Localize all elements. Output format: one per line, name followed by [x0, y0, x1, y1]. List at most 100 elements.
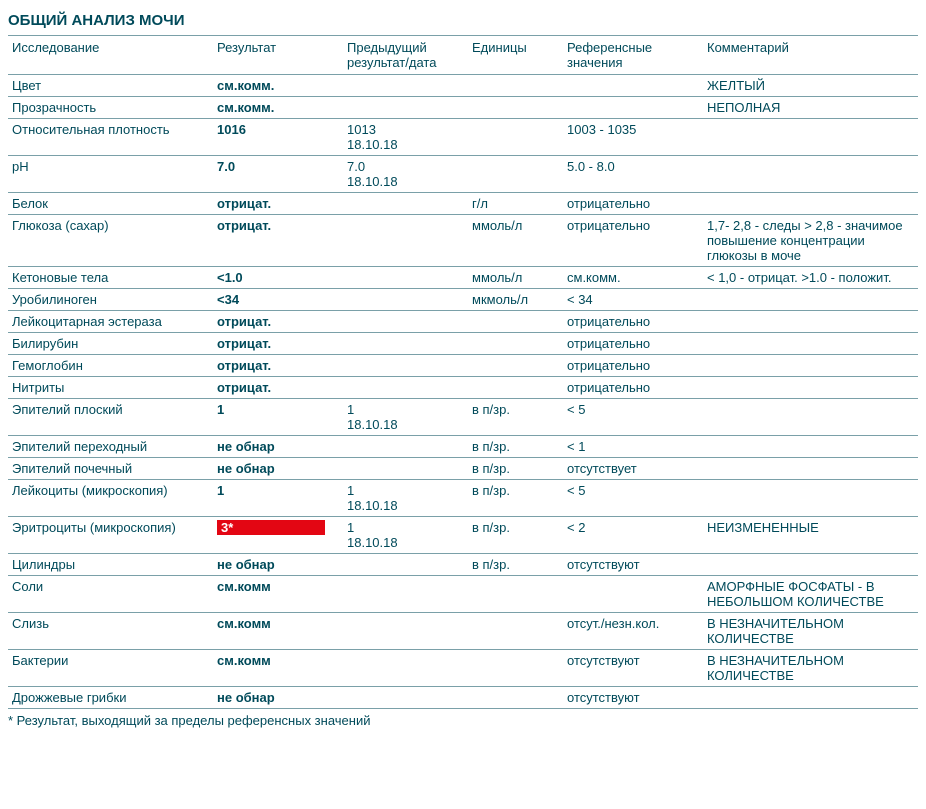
- result-value: не обнар: [217, 461, 275, 476]
- cell-comment: В НЕЗНАЧИТЕЛЬНОМ КОЛИЧЕСТВЕ: [703, 650, 918, 687]
- cell-result: не обнар: [213, 436, 343, 458]
- cell-result: отрицат.: [213, 311, 343, 333]
- table-header-row: Исследование Результат Предыдущий резуль…: [8, 36, 918, 75]
- table-row: Гемоглобинотрицат.отрицательно: [8, 355, 918, 377]
- cell-prev: [343, 650, 468, 687]
- cell-comment: [703, 458, 918, 480]
- cell-prev: 118.10.18: [343, 517, 468, 554]
- cell-comment: < 1,0 - отрицат. >1.0 - положит.: [703, 267, 918, 289]
- cell-comment: [703, 687, 918, 709]
- cell-test-name: Дрожжевые грибки: [8, 687, 213, 709]
- cell-prev: 118.10.18: [343, 399, 468, 436]
- cell-prev: [343, 613, 468, 650]
- cell-comment: ЖЕЛТЫЙ: [703, 75, 918, 97]
- table-row: Бактериисм.коммотсутствуютВ НЕЗНАЧИТЕЛЬН…: [8, 650, 918, 687]
- cell-test-name: Прозрачность: [8, 97, 213, 119]
- cell-prev: [343, 576, 468, 613]
- cell-prev: [343, 436, 468, 458]
- cell-result: см.комм: [213, 613, 343, 650]
- result-value: см.комм: [217, 653, 271, 668]
- cell-prev: [343, 97, 468, 119]
- result-value: отрицат.: [217, 196, 271, 211]
- cell-ref: < 1: [563, 436, 703, 458]
- cell-result: не обнар: [213, 554, 343, 576]
- col-ref: Референсные значения: [563, 36, 703, 75]
- cell-test-name: Эпителий переходный: [8, 436, 213, 458]
- footnote: * Результат, выходящий за пределы рефере…: [8, 709, 918, 728]
- cell-comment: В НЕЗНАЧИТЕЛЬНОМ КОЛИЧЕСТВЕ: [703, 613, 918, 650]
- cell-comment: [703, 193, 918, 215]
- cell-test-name: Слизь: [8, 613, 213, 650]
- cell-units: [468, 355, 563, 377]
- cell-units: [468, 576, 563, 613]
- result-value: отрицат.: [217, 218, 271, 233]
- table-row: Нитритыотрицат.отрицательно: [8, 377, 918, 399]
- cell-result: отрицат.: [213, 215, 343, 267]
- result-value: см.комм: [217, 616, 271, 631]
- cell-result: см.комм: [213, 650, 343, 687]
- cell-ref: отсутствуют: [563, 687, 703, 709]
- prev-date: 18.10.18: [347, 174, 462, 189]
- cell-prev: [343, 355, 468, 377]
- table-row: Прозрачностьсм.комм.НЕПОЛНАЯ: [8, 97, 918, 119]
- table-row: Цилиндрыне обнарв п/зр.отсутствуют: [8, 554, 918, 576]
- cell-comment: [703, 289, 918, 311]
- cell-units: [468, 119, 563, 156]
- cell-units: г/л: [468, 193, 563, 215]
- cell-result: не обнар: [213, 687, 343, 709]
- table-row: Лейкоциты (микроскопия)1118.10.18в п/зр.…: [8, 480, 918, 517]
- result-value: отрицат.: [217, 336, 271, 351]
- col-units: Единицы: [468, 36, 563, 75]
- cell-result: 1: [213, 480, 343, 517]
- prev-value: 7.0: [347, 159, 462, 174]
- cell-ref: отрицательно: [563, 355, 703, 377]
- cell-prev: [343, 458, 468, 480]
- result-value: <1.0: [217, 270, 243, 285]
- cell-comment: АМОРФНЫЕ ФОСФАТЫ - В НЕБОЛЬШОМ КОЛИЧЕСТВ…: [703, 576, 918, 613]
- cell-test-name: Лейкоциты (микроскопия): [8, 480, 213, 517]
- cell-ref: отрицательно: [563, 377, 703, 399]
- col-prev: Предыдущий результат/дата: [343, 36, 468, 75]
- result-value: отрицат.: [217, 314, 271, 329]
- cell-units: [468, 613, 563, 650]
- cell-prev: [343, 554, 468, 576]
- cell-comment: 1,7- 2,8 - следы > 2,8 - значимое повыше…: [703, 215, 918, 267]
- cell-ref: 1003 - 1035: [563, 119, 703, 156]
- table-row: Относительная плотность1016101318.10.181…: [8, 119, 918, 156]
- cell-result: отрицат.: [213, 355, 343, 377]
- cell-test-name: Соли: [8, 576, 213, 613]
- cell-test-name: Лейкоцитарная эстераза: [8, 311, 213, 333]
- cell-ref: [563, 576, 703, 613]
- cell-units: [468, 333, 563, 355]
- prev-date: 18.10.18: [347, 137, 462, 152]
- cell-comment: [703, 480, 918, 517]
- cell-ref: [563, 75, 703, 97]
- table-row: Лейкоцитарная эстеразаотрицат.отрицатель…: [8, 311, 918, 333]
- cell-comment: [703, 355, 918, 377]
- cell-units: ммоль/л: [468, 215, 563, 267]
- cell-prev: 118.10.18: [343, 480, 468, 517]
- cell-ref: < 2: [563, 517, 703, 554]
- cell-comment: [703, 311, 918, 333]
- cell-prev: [343, 333, 468, 355]
- result-value: <34: [217, 292, 239, 307]
- table-row: Солисм.коммАМОРФНЫЕ ФОСФАТЫ - В НЕБОЛЬШО…: [8, 576, 918, 613]
- table-row: Белокотрицат.г/лотрицательно: [8, 193, 918, 215]
- cell-comment: НЕИЗМЕНЕННЫЕ: [703, 517, 918, 554]
- cell-comment: [703, 119, 918, 156]
- cell-comment: [703, 377, 918, 399]
- cell-ref: < 34: [563, 289, 703, 311]
- cell-units: мкмоль/л: [468, 289, 563, 311]
- cell-units: в п/зр.: [468, 554, 563, 576]
- cell-comment: [703, 399, 918, 436]
- cell-test-name: Бактерии: [8, 650, 213, 687]
- cell-ref: отсутствуют: [563, 554, 703, 576]
- table-row: Цветсм.комм.ЖЕЛТЫЙ: [8, 75, 918, 97]
- cell-comment: [703, 156, 918, 193]
- table-row: Кетоновые тела<1.0ммоль/лсм.комм.< 1,0 -…: [8, 267, 918, 289]
- result-value: отрицат.: [217, 380, 271, 395]
- cell-ref: отсутствует: [563, 458, 703, 480]
- cell-test-name: Эритроциты (микроскопия): [8, 517, 213, 554]
- cell-test-name: Цвет: [8, 75, 213, 97]
- prev-value: 1: [347, 520, 462, 535]
